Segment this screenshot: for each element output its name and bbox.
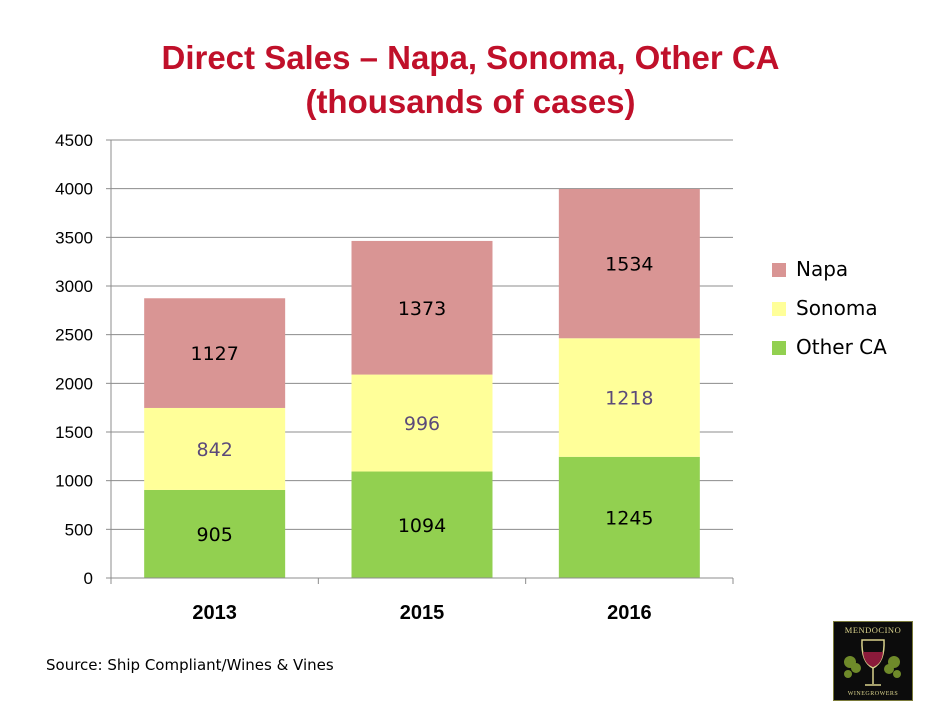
chart-title-line2: (thousands of cases): [305, 83, 636, 120]
bar-segment: [144, 407, 286, 490]
source-note: Source: Ship Compliant/Wines & Vines: [46, 656, 334, 674]
legend-swatch: [772, 302, 786, 316]
x-tick-label: 2015: [400, 602, 445, 624]
legend-label: Other CA: [796, 335, 887, 359]
bar-segment: [558, 188, 700, 339]
y-tick-label: 1000: [55, 472, 93, 491]
logo-top-text: MENDOCINO: [844, 625, 902, 635]
y-tick-label: 2500: [55, 326, 93, 345]
mendocino-winegrowers-logo: MENDOCINO WINEGROWERS: [833, 621, 913, 701]
bar-segment: [351, 374, 493, 472]
bar-segment: [144, 489, 286, 578]
y-tick-label: 4000: [55, 180, 93, 199]
y-tick-label: 0: [84, 569, 93, 588]
data-label: 1534: [605, 254, 653, 276]
data-label: 905: [197, 524, 233, 546]
data-label: 1245: [605, 507, 653, 529]
logo-bottom-text: WINEGROWERS: [847, 691, 899, 697]
y-tick-label: 3500: [55, 228, 93, 247]
chart-title: Direct Sales – Napa, Sonoma, Other CA (t…: [0, 36, 941, 124]
legend-swatch: [772, 263, 786, 277]
data-label: 996: [404, 413, 440, 435]
bar-segment: [144, 298, 286, 408]
y-tick-label: 3000: [55, 277, 93, 296]
data-label: 842: [197, 439, 233, 461]
y-tick-label: 1500: [55, 423, 93, 442]
x-tick-label: 2013: [192, 602, 237, 624]
bar-segment: [351, 471, 493, 578]
y-tick-label: 2000: [55, 374, 93, 393]
y-tick-label: 500: [65, 520, 93, 539]
x-tick-label: 2016: [607, 602, 652, 624]
wine-glass-icon: [844, 639, 901, 686]
bar-segment: [558, 338, 700, 457]
legend-label: Napa: [796, 257, 848, 281]
legend-swatch: [772, 341, 786, 355]
legend-label: Sonoma: [796, 296, 878, 320]
data-label: 1127: [190, 343, 238, 365]
bar-segment: [558, 456, 700, 578]
y-tick-label: 4500: [55, 131, 93, 150]
bar-segment: [351, 240, 493, 375]
chart-title-line1: Direct Sales – Napa, Sonoma, Other CA: [161, 39, 780, 76]
data-label: 1218: [605, 388, 653, 410]
data-label: 1094: [398, 515, 446, 537]
data-label: 1373: [398, 298, 446, 320]
